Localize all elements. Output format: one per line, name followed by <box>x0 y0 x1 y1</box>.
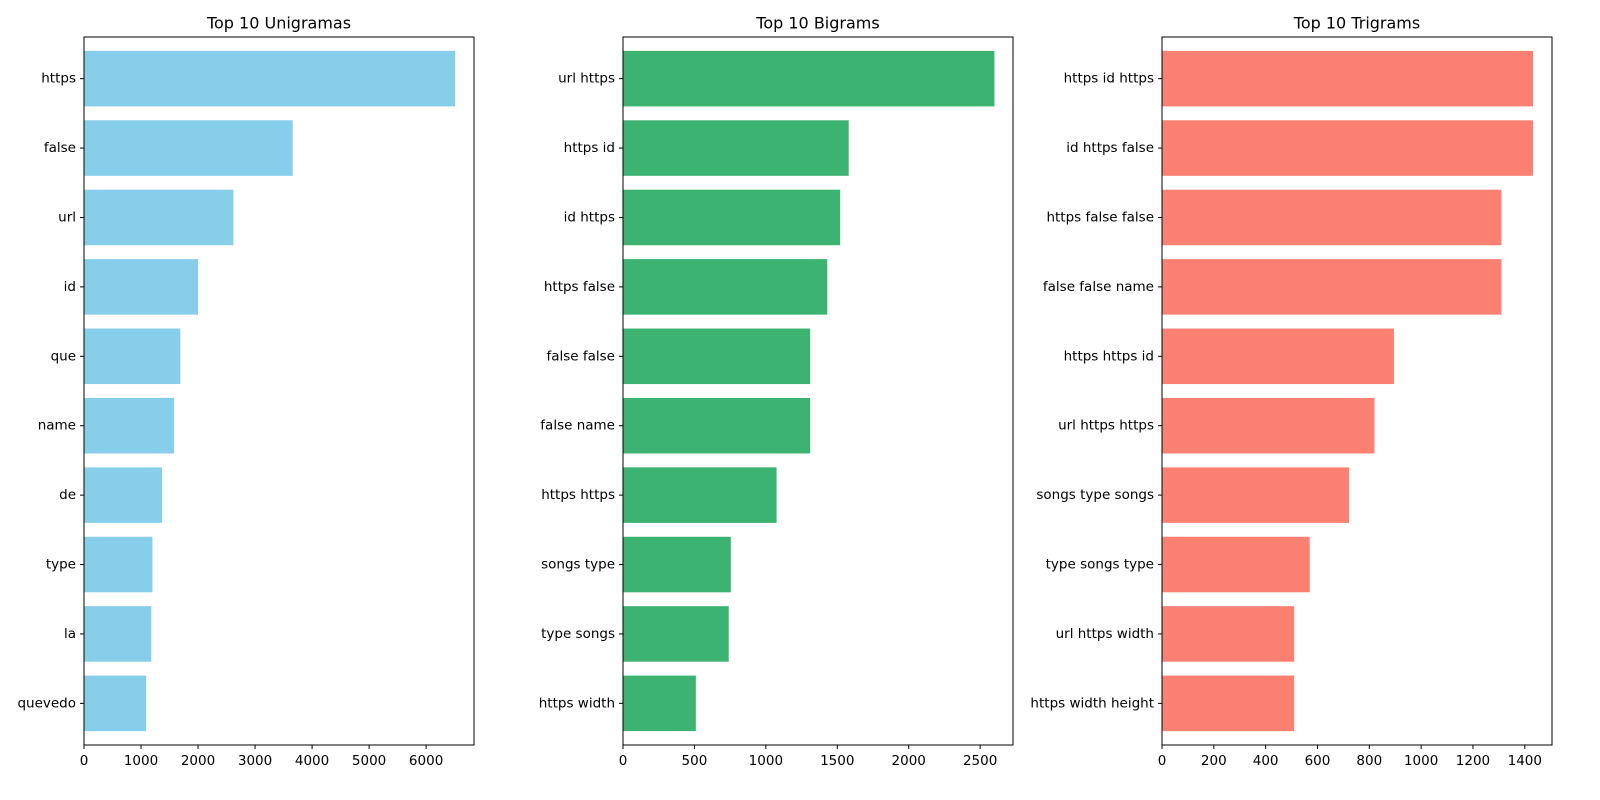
trigram-x-tick-label: 1200 <box>1456 753 1490 769</box>
bigram-bar <box>623 328 811 385</box>
unigram-category-label: https <box>41 71 76 87</box>
trigram-chart: https id https id https false https false … <box>1030 14 1553 769</box>
trigram-category-label: false false name <box>1043 279 1154 295</box>
unigram-bar <box>84 467 163 523</box>
trigram-bar <box>1162 675 1295 732</box>
unigram-category-label: que <box>51 348 76 364</box>
unigram-x-tick-label: 5000 <box>352 753 386 769</box>
bigram-chart: url https https id id https https false fals… <box>539 14 1014 769</box>
trigram-x-tick-label: 1400 <box>1508 753 1542 769</box>
unigram-category-label: url <box>58 209 76 225</box>
trigram-category-label: https https id <box>1064 348 1154 364</box>
unigram-category-label: id <box>64 279 76 295</box>
trigram-chart-title: Top 10 Trigrams <box>1293 14 1420 33</box>
trigram-x-tick-label: 800 <box>1356 753 1382 769</box>
bigram-x-tick-label: 0 <box>619 753 628 769</box>
bigram-category-label: songs type <box>541 557 615 573</box>
trigram-axes-frame <box>1161 36 1553 746</box>
trigram-bar <box>1162 328 1394 385</box>
trigram-bar <box>1162 189 1502 246</box>
trigram-bar <box>1162 467 1350 523</box>
bigram-category-label: false name <box>540 418 615 434</box>
bigram-x-tick-label: 1500 <box>820 753 854 769</box>
bigram-x-tick-label: 2500 <box>963 753 997 769</box>
bigram-bar <box>623 397 811 454</box>
bigram-category-label: https width <box>539 695 615 711</box>
unigram-x-tick-label: 1000 <box>124 753 158 769</box>
trigram-category-label: https false false <box>1046 209 1154 225</box>
bigram-x-tick-label: 500 <box>682 753 708 769</box>
trigram-category-label: type songs type <box>1046 557 1154 573</box>
unigram-chart: https false url id que name de type la quevedo 0 10… <box>17 14 475 769</box>
unigram-bar <box>84 397 175 454</box>
bigram-bar <box>623 120 849 176</box>
unigram-category-label: false <box>44 140 76 156</box>
bigram-chart-title: Top 10 Bigrams <box>755 14 879 33</box>
bigram-category-label: url https <box>558 71 615 87</box>
unigram-category-label: de <box>59 487 76 503</box>
bigram-axes-frame <box>622 36 1014 746</box>
trigram-x-tick-label: 0 <box>1158 753 1167 769</box>
trigram-category-label: url https https <box>1058 418 1154 434</box>
unigram-category-label: type <box>46 557 76 573</box>
unigram-x-tick-label: 3000 <box>238 753 272 769</box>
trigram-bar <box>1162 120 1534 176</box>
trigram-bar <box>1162 606 1295 662</box>
trigram-bar <box>1162 397 1375 454</box>
trigram-category-label: songs type songs <box>1036 487 1154 503</box>
bigram-bar <box>623 467 777 523</box>
bigram-bar <box>623 50 995 107</box>
unigram-axes-frame <box>83 36 475 746</box>
bigram-bar <box>623 536 731 593</box>
bigram-category-label: https false <box>544 279 615 295</box>
unigram-x-tick-label: 2000 <box>181 753 215 769</box>
unigram-category-label: la <box>64 626 76 642</box>
unigram-bar <box>84 50 456 107</box>
unigram-category-label: quevedo <box>17 695 76 711</box>
trigram-category-label: url https width <box>1056 626 1154 642</box>
trigram-category-label: https width height <box>1030 695 1154 711</box>
bigram-category-label: false false <box>546 348 615 364</box>
trigram-bar <box>1162 259 1502 315</box>
trigram-category-label: id https false <box>1066 140 1154 156</box>
unigram-bar <box>84 259 199 315</box>
bigram-category-label: https https <box>541 487 615 503</box>
bigram-bar <box>623 675 696 732</box>
unigram-category-label: name <box>38 418 76 434</box>
bigram-x-tick-label: 2000 <box>892 753 926 769</box>
bigram-x-tick-label: 1000 <box>749 753 783 769</box>
unigram-bar <box>84 536 153 593</box>
unigram-bar <box>84 189 234 246</box>
bigram-category-label: https id <box>564 140 615 156</box>
bigram-category-label: id https <box>564 209 615 225</box>
unigram-x-tick-label: 6000 <box>409 753 443 769</box>
unigram-bar <box>84 606 152 662</box>
trigram-x-tick-label: 600 <box>1305 753 1331 769</box>
trigram-bar <box>1162 50 1534 107</box>
unigram-bar <box>84 675 147 732</box>
trigram-bar <box>1162 536 1310 593</box>
unigram-bar <box>84 120 293 176</box>
unigram-chart-title: Top 10 Unigramas <box>206 14 351 33</box>
unigram-bar <box>84 328 181 385</box>
bigram-bar <box>623 189 841 246</box>
trigram-x-tick-label: 1000 <box>1404 753 1438 769</box>
bigram-category-label: type songs <box>541 626 615 642</box>
unigram-x-tick-label: 4000 <box>295 753 329 769</box>
trigram-category-label: https id https <box>1064 71 1154 87</box>
unigram-x-tick-label: 0 <box>80 753 89 769</box>
bigram-bar <box>623 606 729 662</box>
bigram-bar <box>623 259 828 315</box>
trigram-x-tick-label: 200 <box>1201 753 1227 769</box>
trigram-x-tick-label: 400 <box>1253 753 1279 769</box>
